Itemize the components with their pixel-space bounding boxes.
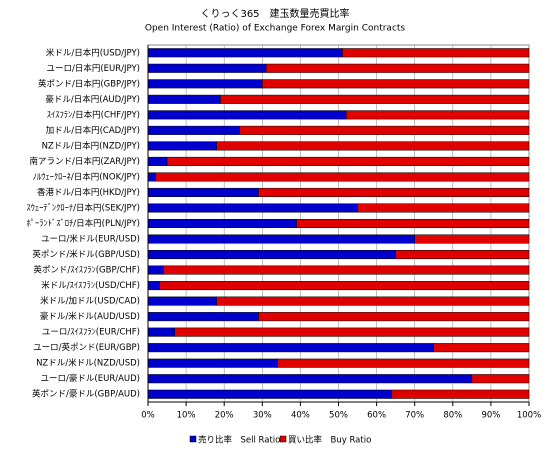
y-tick-label: 米ドル/加ドル(USD/CAD) — [40, 296, 140, 307]
bar-segment — [216, 141, 530, 151]
bar-segment — [147, 343, 434, 353]
y-tick-label: ﾎﾟｰﾗﾝﾄﾞｽﾞﾛﾁ/日本円(PLN/JPY) — [27, 218, 140, 229]
x-tick-label: 0% — [141, 411, 155, 421]
y-tick-label: 豪ドル/米ドル(AUD/USD) — [40, 311, 140, 322]
legend-label: 売り比率 Sell Ratio — [198, 435, 280, 446]
bar-segment — [147, 281, 160, 291]
bar-segment — [147, 125, 240, 135]
bar-segment — [147, 110, 347, 120]
bar-segment — [220, 94, 530, 104]
bar-segment — [471, 374, 530, 384]
y-tick-label: 南アランド/日本円(ZAR/JPY) — [29, 156, 140, 167]
bar-segment — [162, 265, 530, 275]
y-tick-label: ﾉﾙｳｪｰｸﾛｰﾈ/日本円(NOK/JPY) — [33, 171, 140, 182]
x-tick-label: 20% — [215, 411, 234, 421]
bar-segment — [147, 94, 221, 104]
bar-segment — [239, 125, 530, 135]
bar-segment — [414, 234, 530, 244]
bar-segment — [147, 374, 473, 384]
y-tick-label: 英ポンド/ｽｲｽﾌﾗﾝ(GBP/CHF) — [33, 265, 140, 276]
bar-segment — [147, 234, 415, 244]
x-tick-label: 30% — [253, 411, 272, 421]
x-tick-label: 50% — [329, 411, 348, 421]
chart-subtitle: Open Interest (Ratio) of Exchange Forex … — [145, 24, 406, 34]
bar-segment — [147, 358, 278, 368]
x-tick-label: 80% — [443, 411, 462, 421]
y-tick-label: 香港ドル/日本円(HKD/JPY) — [37, 187, 140, 198]
y-tick-label: 英ポンド/米ドル(GBP/USD) — [32, 249, 140, 260]
y-tick-label: ｽｲｽﾌﾗﾝ/日本円(CHF/JPY) — [47, 109, 140, 120]
bar-segment — [342, 48, 530, 58]
legend-swatch — [189, 435, 197, 443]
bar-segment — [258, 312, 530, 322]
y-tick-label: 豪ドル/日本円(AUD/JPY) — [45, 94, 140, 105]
y-tick-label: ｽｳｪｰﾃﾞﾝｸﾛｰﾅ/日本円(SEK/JPY) — [26, 202, 140, 213]
y-tick-label: 英ポンド/豪ドル(GBP/AUD) — [32, 389, 140, 400]
y-tick-label: ユーロ/ｽｲｽﾌﾗﾝ(EUR/CHF) — [42, 328, 140, 338]
chart-title: くりっく365 建玉数量売買比率 — [200, 7, 349, 20]
x-tick-label: 70% — [405, 411, 424, 421]
bar-segment — [147, 187, 259, 197]
bar-segment — [265, 63, 530, 73]
legend-swatch — [279, 435, 287, 443]
bar-segment — [395, 250, 530, 260]
x-tick-label: 40% — [291, 411, 310, 421]
x-tick-label: 100% — [517, 411, 541, 421]
bar-segment — [147, 203, 358, 213]
bar-segment — [147, 265, 164, 275]
bar-segment — [147, 296, 217, 306]
bar-segment — [296, 218, 530, 229]
bar-segment — [155, 172, 530, 182]
y-tick-label: NZドル/日本円(NZD/JPY) — [42, 140, 140, 151]
bar-segment — [147, 141, 217, 151]
bar-segment — [147, 48, 343, 58]
y-tick-label: ユーロ/英ポンド(EUR/GBP) — [33, 342, 140, 353]
bar-segment — [147, 63, 267, 73]
bar-segment — [262, 79, 530, 89]
x-tick-label: 60% — [367, 411, 386, 421]
y-tick-label: ユーロ/米ドル(EUR/USD) — [41, 234, 140, 245]
bar-segment — [147, 250, 396, 260]
bar-segment — [147, 312, 259, 322]
bar-segment — [216, 296, 530, 306]
y-tick-label: 英ポンド/日本円(GBP/JPY) — [38, 78, 140, 89]
bar-segment — [147, 218, 297, 229]
y-tick-label: ユーロ/豪ドル(EUR/AUD) — [41, 373, 140, 384]
y-tick-label: 加ドル/日本円(CAD/JPY) — [46, 125, 140, 136]
bar-segment — [174, 327, 530, 337]
x-tick-label: 10% — [177, 411, 196, 421]
bar-segment — [147, 79, 263, 89]
bar-segment — [159, 281, 530, 291]
bar-segment — [258, 187, 530, 197]
bar-segment — [147, 172, 156, 182]
legend-label: 買い比率 Buy Ratio — [288, 435, 371, 446]
x-tick-label: 90% — [481, 411, 500, 421]
bar-segment — [357, 203, 530, 213]
bar-segment — [166, 156, 530, 166]
y-tick-label: NZドル/米ドル(NZD/USD) — [36, 358, 140, 369]
y-tick-label: ユーロ/日本円(EUR/JPY) — [47, 63, 141, 74]
bar-segment — [147, 389, 393, 399]
y-tick-label: 米ドル/日本円(USD/JPY) — [46, 47, 140, 58]
bar-segment — [277, 358, 530, 368]
y-tick-label: 米ドル/ｽｲｽﾌﾗﾝ(USD/CHF) — [41, 280, 140, 291]
bar-segment — [147, 156, 168, 166]
bar-segment — [433, 343, 530, 353]
bar-segment — [147, 327, 175, 337]
bar-segment — [391, 389, 530, 399]
bar-segment — [345, 110, 530, 120]
